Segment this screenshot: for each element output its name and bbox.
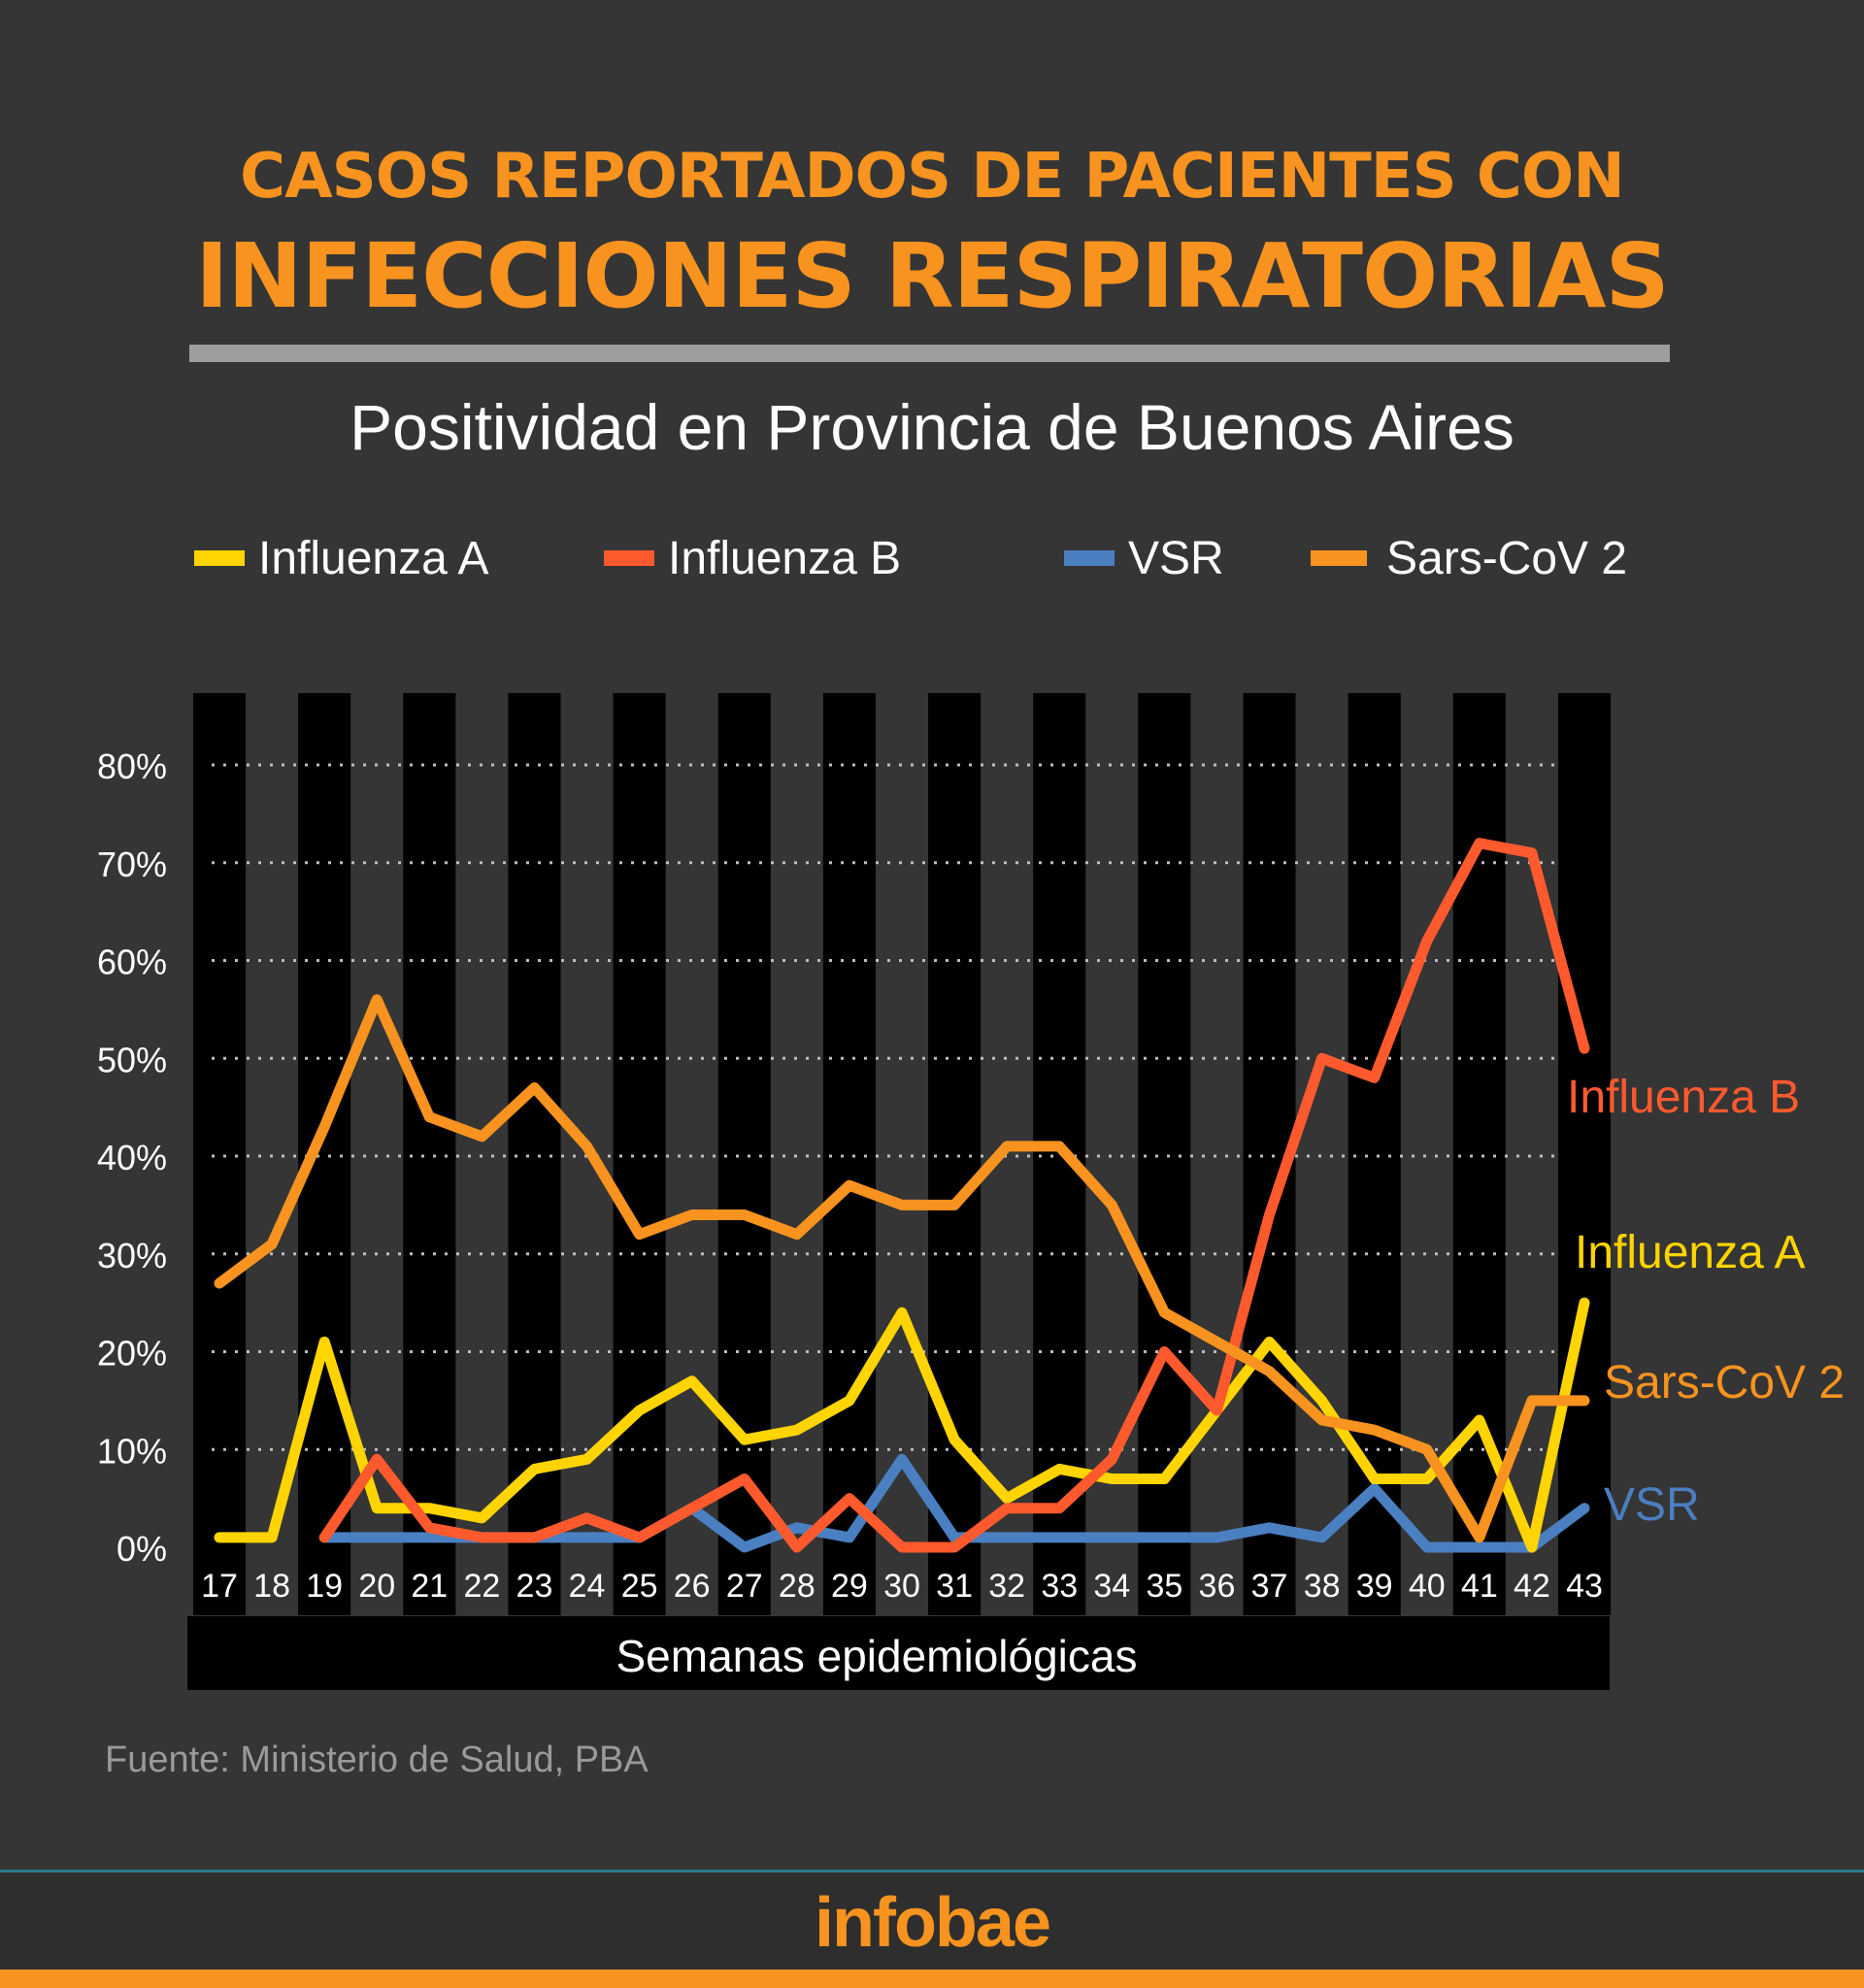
y-tick-label: 10%: [97, 1431, 167, 1471]
legend-label-influenza-b: Influenza B: [668, 532, 902, 584]
y-tick-label: 80%: [97, 746, 167, 786]
source-note: Fuente: Ministerio de Salud, PBA: [105, 1740, 649, 1780]
footer-band: [0, 1872, 1864, 1970]
y-tick-label: 50%: [97, 1040, 167, 1079]
x-tick-label: 38: [1304, 1568, 1341, 1605]
week-band: [192, 693, 247, 1615]
chart-title-line1: CASOS REPORTADOS DE PACIENTES CON: [240, 141, 1625, 213]
brand-logo: infobae: [814, 1884, 1051, 1962]
x-tick-label: 20: [358, 1568, 395, 1605]
x-tick-label: 30: [883, 1568, 920, 1605]
influenza-b-line: [318, 838, 1590, 1553]
week-band: [1557, 693, 1612, 1615]
x-tick-label: 23: [516, 1568, 553, 1605]
x-tick-label: 31: [936, 1568, 973, 1605]
influenza-a-line: [214, 1297, 1590, 1553]
y-tick-label: 30%: [97, 1236, 167, 1276]
x-tick-label: 19: [306, 1568, 343, 1605]
legend-swatch-sars-cov-2: [1311, 550, 1367, 566]
week-band: [717, 693, 771, 1615]
legend-swatch-vsr: [1064, 550, 1115, 566]
x-tick-label: 26: [674, 1568, 711, 1605]
legend-item-influenza-b: Influenza B: [604, 529, 901, 587]
x-tick-label: 43: [1566, 1568, 1603, 1605]
line-chart: 0% 10% 20% 30% 40% 50% 60% 70% 80% 17 18 19 20 21 22 2…: [97, 693, 1845, 1690]
x-tick-label: 22: [463, 1568, 500, 1605]
x-tick-label: 39: [1356, 1568, 1393, 1605]
x-tick-label: 40: [1409, 1568, 1446, 1605]
end-label-vsr: VSR: [1604, 1479, 1700, 1531]
legend-label-vsr: VSR: [1128, 532, 1224, 584]
x-tick-label: 27: [726, 1568, 763, 1605]
x-tick-label: 35: [1146, 1568, 1182, 1605]
x-tick-label: 37: [1251, 1568, 1288, 1605]
week-bands: [192, 693, 1612, 1615]
x-tick-label: 34: [1093, 1568, 1130, 1605]
x-axis-label-bar: [187, 1616, 1610, 1690]
legend-swatch-influenza-b: [604, 550, 654, 566]
x-tick-label: 18: [253, 1568, 290, 1605]
end-label-sars-cov-2: Sars-CoV 2: [1604, 1357, 1845, 1408]
series-lines: [214, 838, 1590, 1553]
y-tick-label: 70%: [97, 845, 167, 884]
legend-item-sars-cov-2: Sars-CoV 2: [1311, 529, 1627, 587]
x-tick-label: 36: [1199, 1568, 1236, 1605]
x-tick-label: 41: [1461, 1568, 1498, 1605]
x-tick-label: 24: [569, 1568, 606, 1605]
legend-label-sars-cov-2: Sars-CoV 2: [1386, 532, 1628, 584]
x-tick-label: 32: [988, 1568, 1025, 1605]
x-tick-label: 25: [621, 1568, 658, 1605]
title-divider: [189, 345, 1670, 362]
week-band: [822, 693, 876, 1615]
x-axis-label: Semanas epidemiológicas: [616, 1631, 1138, 1681]
week-band: [403, 693, 456, 1615]
week-band: [298, 693, 351, 1615]
x-tick-label: 33: [1041, 1568, 1078, 1605]
legend-item-vsr: VSR: [1064, 529, 1224, 587]
chart-subtitle: Positividad en Provincia de Buenos Aires: [350, 391, 1514, 463]
y-axis-ticks: 0% 10% 20% 30% 40% 50% 60% 70% 80%: [97, 746, 167, 1569]
footer-divider: [0, 1870, 1864, 1872]
sars-cov-2-line: [214, 994, 1590, 1543]
legend-label-influenza-a: Influenza A: [258, 532, 489, 584]
y-tick-label: 60%: [97, 943, 167, 982]
week-band: [928, 693, 982, 1615]
y-tick-label: 40%: [97, 1138, 167, 1177]
series-end-labels: Influenza A Influenza B VSR Sars-CoV 2: [1567, 1072, 1845, 1531]
week-band: [508, 693, 561, 1615]
end-label-influenza-a: Influenza A: [1575, 1227, 1806, 1278]
x-tick-label: 21: [411, 1568, 448, 1605]
legend-swatch-influenza-a: [194, 550, 245, 566]
chart-title-line2: INFECCIONES RESPIRATORIAS: [195, 224, 1670, 328]
x-tick-label: 29: [831, 1568, 868, 1605]
week-band: [613, 693, 666, 1615]
y-tick-label: 20%: [97, 1334, 167, 1374]
x-tick-label: 42: [1514, 1568, 1550, 1605]
x-axis-ticks: 17 18 19 20 21 22 23 24 25 26 27 28 29 30 31 32 33 34 35 36…: [201, 1568, 1603, 1605]
accent-bottom-bar: [0, 1970, 1864, 1988]
x-tick-label: 17: [201, 1568, 238, 1605]
legend-item-influenza-a: Influenza A: [194, 529, 489, 587]
y-tick-label: 0%: [116, 1529, 167, 1569]
x-tick-label: 28: [779, 1568, 816, 1605]
end-label-influenza-b: Influenza B: [1567, 1072, 1800, 1123]
